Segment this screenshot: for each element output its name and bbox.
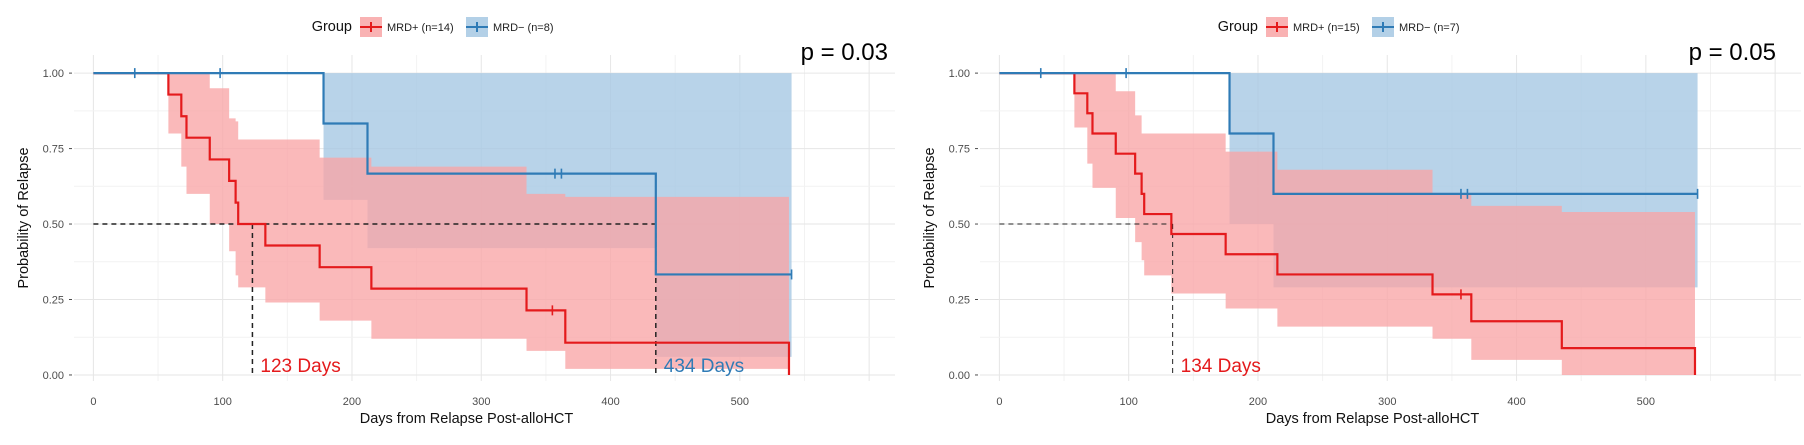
x-tick-label: 500	[731, 396, 749, 408]
legend: Group MRD+ (n=15) MRD− (n=7)	[1218, 17, 1460, 37]
x-tick-label: 200	[343, 396, 361, 408]
y-tick-label: 0.00	[949, 370, 970, 382]
legend-label: MRD+ (n=14)	[387, 22, 454, 34]
x-axis-label: Days from Relapse Post-alloHCT	[360, 411, 574, 427]
y-tick-label: 0.75	[949, 144, 970, 156]
legend-label: MRD+ (n=15)	[1293, 22, 1360, 34]
p-value: p = 0.03	[801, 39, 888, 66]
survival-curve-mrd-pos	[999, 72, 1697, 375]
y-axis-label: Probability of Relapse	[922, 147, 938, 288]
survival-curve-mrd-pos	[93, 72, 791, 375]
legend-title: Group	[1218, 19, 1258, 35]
y-tick-label: 0.00	[43, 370, 64, 382]
confidence-band-mrd-pos	[999, 73, 1695, 375]
y-tick-label: 1.00	[43, 68, 64, 80]
x-tick-label: 400	[601, 396, 619, 408]
y-tick-label: 0.50	[949, 219, 970, 231]
x-tick-label: 300	[1378, 396, 1396, 408]
x-tick-label: 0	[90, 396, 96, 408]
legend-label: MRD− (n=8)	[493, 22, 554, 34]
median-label: 123 Days	[260, 356, 340, 377]
y-tick-label: 0.75	[43, 144, 64, 156]
chart-panel-2: 134 Days 0.00 0.25 0.50 0.75 1.00 0 100 200 300 40…	[922, 17, 1801, 427]
x-tick-label: 400	[1507, 396, 1525, 408]
x-tick-label: 100	[1120, 396, 1138, 408]
x-axis-label: Days from Relapse Post-alloHCT	[1266, 411, 1480, 427]
chart-panel-1: 123 Days 434 Days 0.00 0.25 0.50 0.75 1.00 0 100…	[16, 17, 895, 427]
median-label: 134 Days	[1181, 356, 1261, 377]
x-tick-label: 100	[214, 396, 232, 408]
y-tick-label: 0.25	[949, 295, 970, 307]
x-tick-label: 500	[1637, 396, 1655, 408]
legend-label: MRD− (n=7)	[1399, 22, 1460, 34]
y-tick-label: 0.50	[43, 219, 64, 231]
legend: Group MRD+ (n=14) MRD− (n=8)	[312, 17, 554, 37]
survival-curve-mrd-neg	[93, 72, 792, 276]
y-axis-label: Probability of Relapse	[16, 147, 32, 288]
legend-title: Group	[312, 19, 352, 35]
median-label: 434 Days	[664, 356, 744, 377]
x-tick-label: 0	[996, 396, 1002, 408]
confidence-band-mrd-pos	[93, 73, 789, 369]
y-tick-label: 0.25	[43, 295, 64, 307]
p-value: p = 0.05	[1689, 39, 1776, 66]
survival-curve-mrd-neg	[999, 72, 1698, 195]
y-tick-label: 1.00	[949, 68, 970, 80]
x-tick-label: 300	[472, 396, 490, 408]
x-tick-label: 200	[1249, 396, 1267, 408]
